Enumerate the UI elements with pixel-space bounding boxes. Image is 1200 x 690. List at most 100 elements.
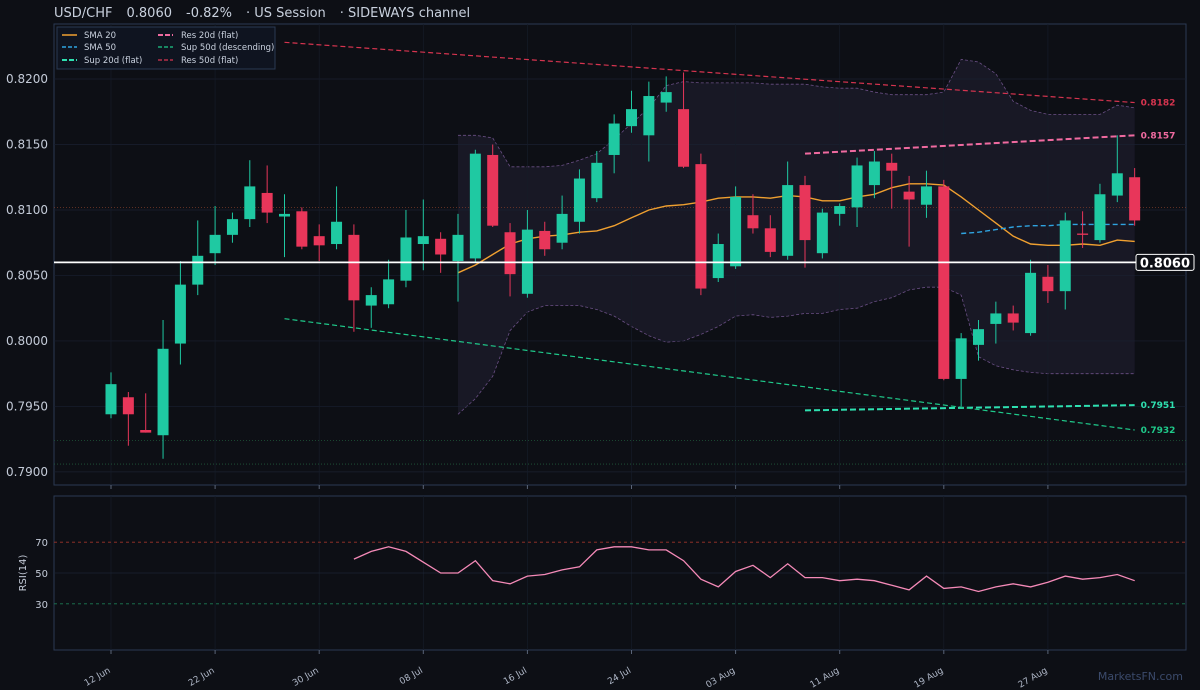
candle <box>955 333 967 407</box>
candle-body <box>556 213 568 243</box>
candle-body <box>747 215 759 229</box>
candle <box>782 161 794 260</box>
candle <box>730 186 742 269</box>
candle <box>140 393 152 433</box>
candle-body <box>643 96 655 136</box>
chart-header: USD/CHF 0.8060 -0.82% · US Session · SIDEWAY… <box>54 6 484 21</box>
candle <box>1094 183 1106 243</box>
candle-body <box>1025 272 1037 334</box>
candle-body <box>973 329 984 345</box>
candle-body <box>452 234 464 262</box>
rsi-tick-label: 70 <box>35 538 48 549</box>
candle <box>417 199 429 271</box>
candle-body <box>591 162 603 199</box>
candle <box>105 372 117 419</box>
session-label: · US Session <box>246 6 326 21</box>
candle <box>296 207 308 250</box>
candle-body <box>487 154 499 226</box>
rsi-axis-label: RSI(14) <box>18 555 29 592</box>
candle <box>469 149 481 263</box>
candle-body <box>539 230 551 250</box>
candle <box>816 208 828 259</box>
candle <box>1111 135 1123 203</box>
time-tick-label: 03 Aug <box>704 666 737 690</box>
candle-body <box>799 185 811 241</box>
candle <box>226 212 238 243</box>
candle <box>920 170 932 218</box>
grid-layer <box>54 24 1186 650</box>
candle-body <box>1129 177 1141 221</box>
candle <box>851 157 863 227</box>
candle <box>1059 212 1071 310</box>
level-line <box>804 134 1135 155</box>
candle-body <box>435 238 447 255</box>
legend-res20: Res 20d (flat) <box>181 31 238 41</box>
candle-body <box>365 295 377 306</box>
candle-body <box>296 211 308 247</box>
rsi-layer: 30 50 70 RSI(14) <box>18 538 1186 611</box>
time-tick-label: 30 Jun <box>291 666 321 689</box>
candle <box>157 319 169 459</box>
time-tick-label: 27 Aug <box>1017 666 1050 690</box>
candle-body <box>678 109 690 167</box>
sma50-line <box>961 223 1135 235</box>
price-tick-label: 0.7950 <box>6 399 48 413</box>
candle <box>539 221 551 256</box>
candle-body <box>712 244 724 279</box>
candle <box>973 319 984 361</box>
candle <box>452 213 464 302</box>
price-tick-label: 0.8200 <box>6 72 48 86</box>
candle <box>573 169 585 234</box>
bollinger-lower-line <box>457 286 1135 415</box>
regime-label: · SIDEWAYS channel <box>339 6 471 21</box>
candle <box>626 90 637 133</box>
candle <box>591 151 603 203</box>
candle-body <box>157 348 169 436</box>
candle-body <box>851 165 863 208</box>
candle-body <box>730 196 742 267</box>
legend-sup50: Sup 50d (descending) <box>181 43 274 53</box>
rsi-line <box>353 546 1135 593</box>
candle-body <box>313 236 325 246</box>
candle-body <box>122 397 134 415</box>
price-tick-label: 0.7900 <box>6 465 48 479</box>
candle-body <box>226 219 238 235</box>
candle-body <box>695 164 707 289</box>
price-tick-label: 0.8000 <box>6 334 48 348</box>
candle-body <box>192 255 204 285</box>
candle-body <box>816 212 828 254</box>
candle-body <box>105 384 117 415</box>
chart-legend: SMA 20 SMA 50 Sup 20d (flat) Res 20d (fl… <box>56 26 276 70</box>
candle <box>244 160 256 227</box>
candle <box>712 233 724 283</box>
price-tick-label: 0.8100 <box>6 203 48 217</box>
candle <box>331 186 343 250</box>
candle <box>1007 305 1019 331</box>
current-price-badge <box>1135 253 1195 271</box>
candles-layer <box>105 72 1141 459</box>
time-tick-label: 08 Jul <box>398 666 425 687</box>
candle <box>608 114 620 174</box>
candle <box>365 287 377 328</box>
candle <box>487 144 499 227</box>
candle-body <box>174 284 186 344</box>
change-label: -0.82% <box>186 6 232 21</box>
candle <box>556 195 568 250</box>
candle <box>400 209 412 288</box>
sma20-line <box>457 183 1135 274</box>
candle-body <box>903 191 915 200</box>
candle-body <box>782 185 794 256</box>
rsi-tick-label: 30 <box>35 600 48 611</box>
candle <box>383 259 395 309</box>
candle-body <box>209 234 221 254</box>
candle <box>799 175 811 268</box>
candle-body <box>1007 313 1019 323</box>
level-line <box>284 318 1135 431</box>
price-label: 0.8060 <box>126 6 173 21</box>
symbol-label: USD/CHF <box>54 6 113 21</box>
candle-body <box>1094 194 1106 241</box>
level-label: 0.7951 <box>1141 401 1176 411</box>
time-tick-label: 24 Jul <box>606 666 633 687</box>
candle-body <box>244 186 256 220</box>
